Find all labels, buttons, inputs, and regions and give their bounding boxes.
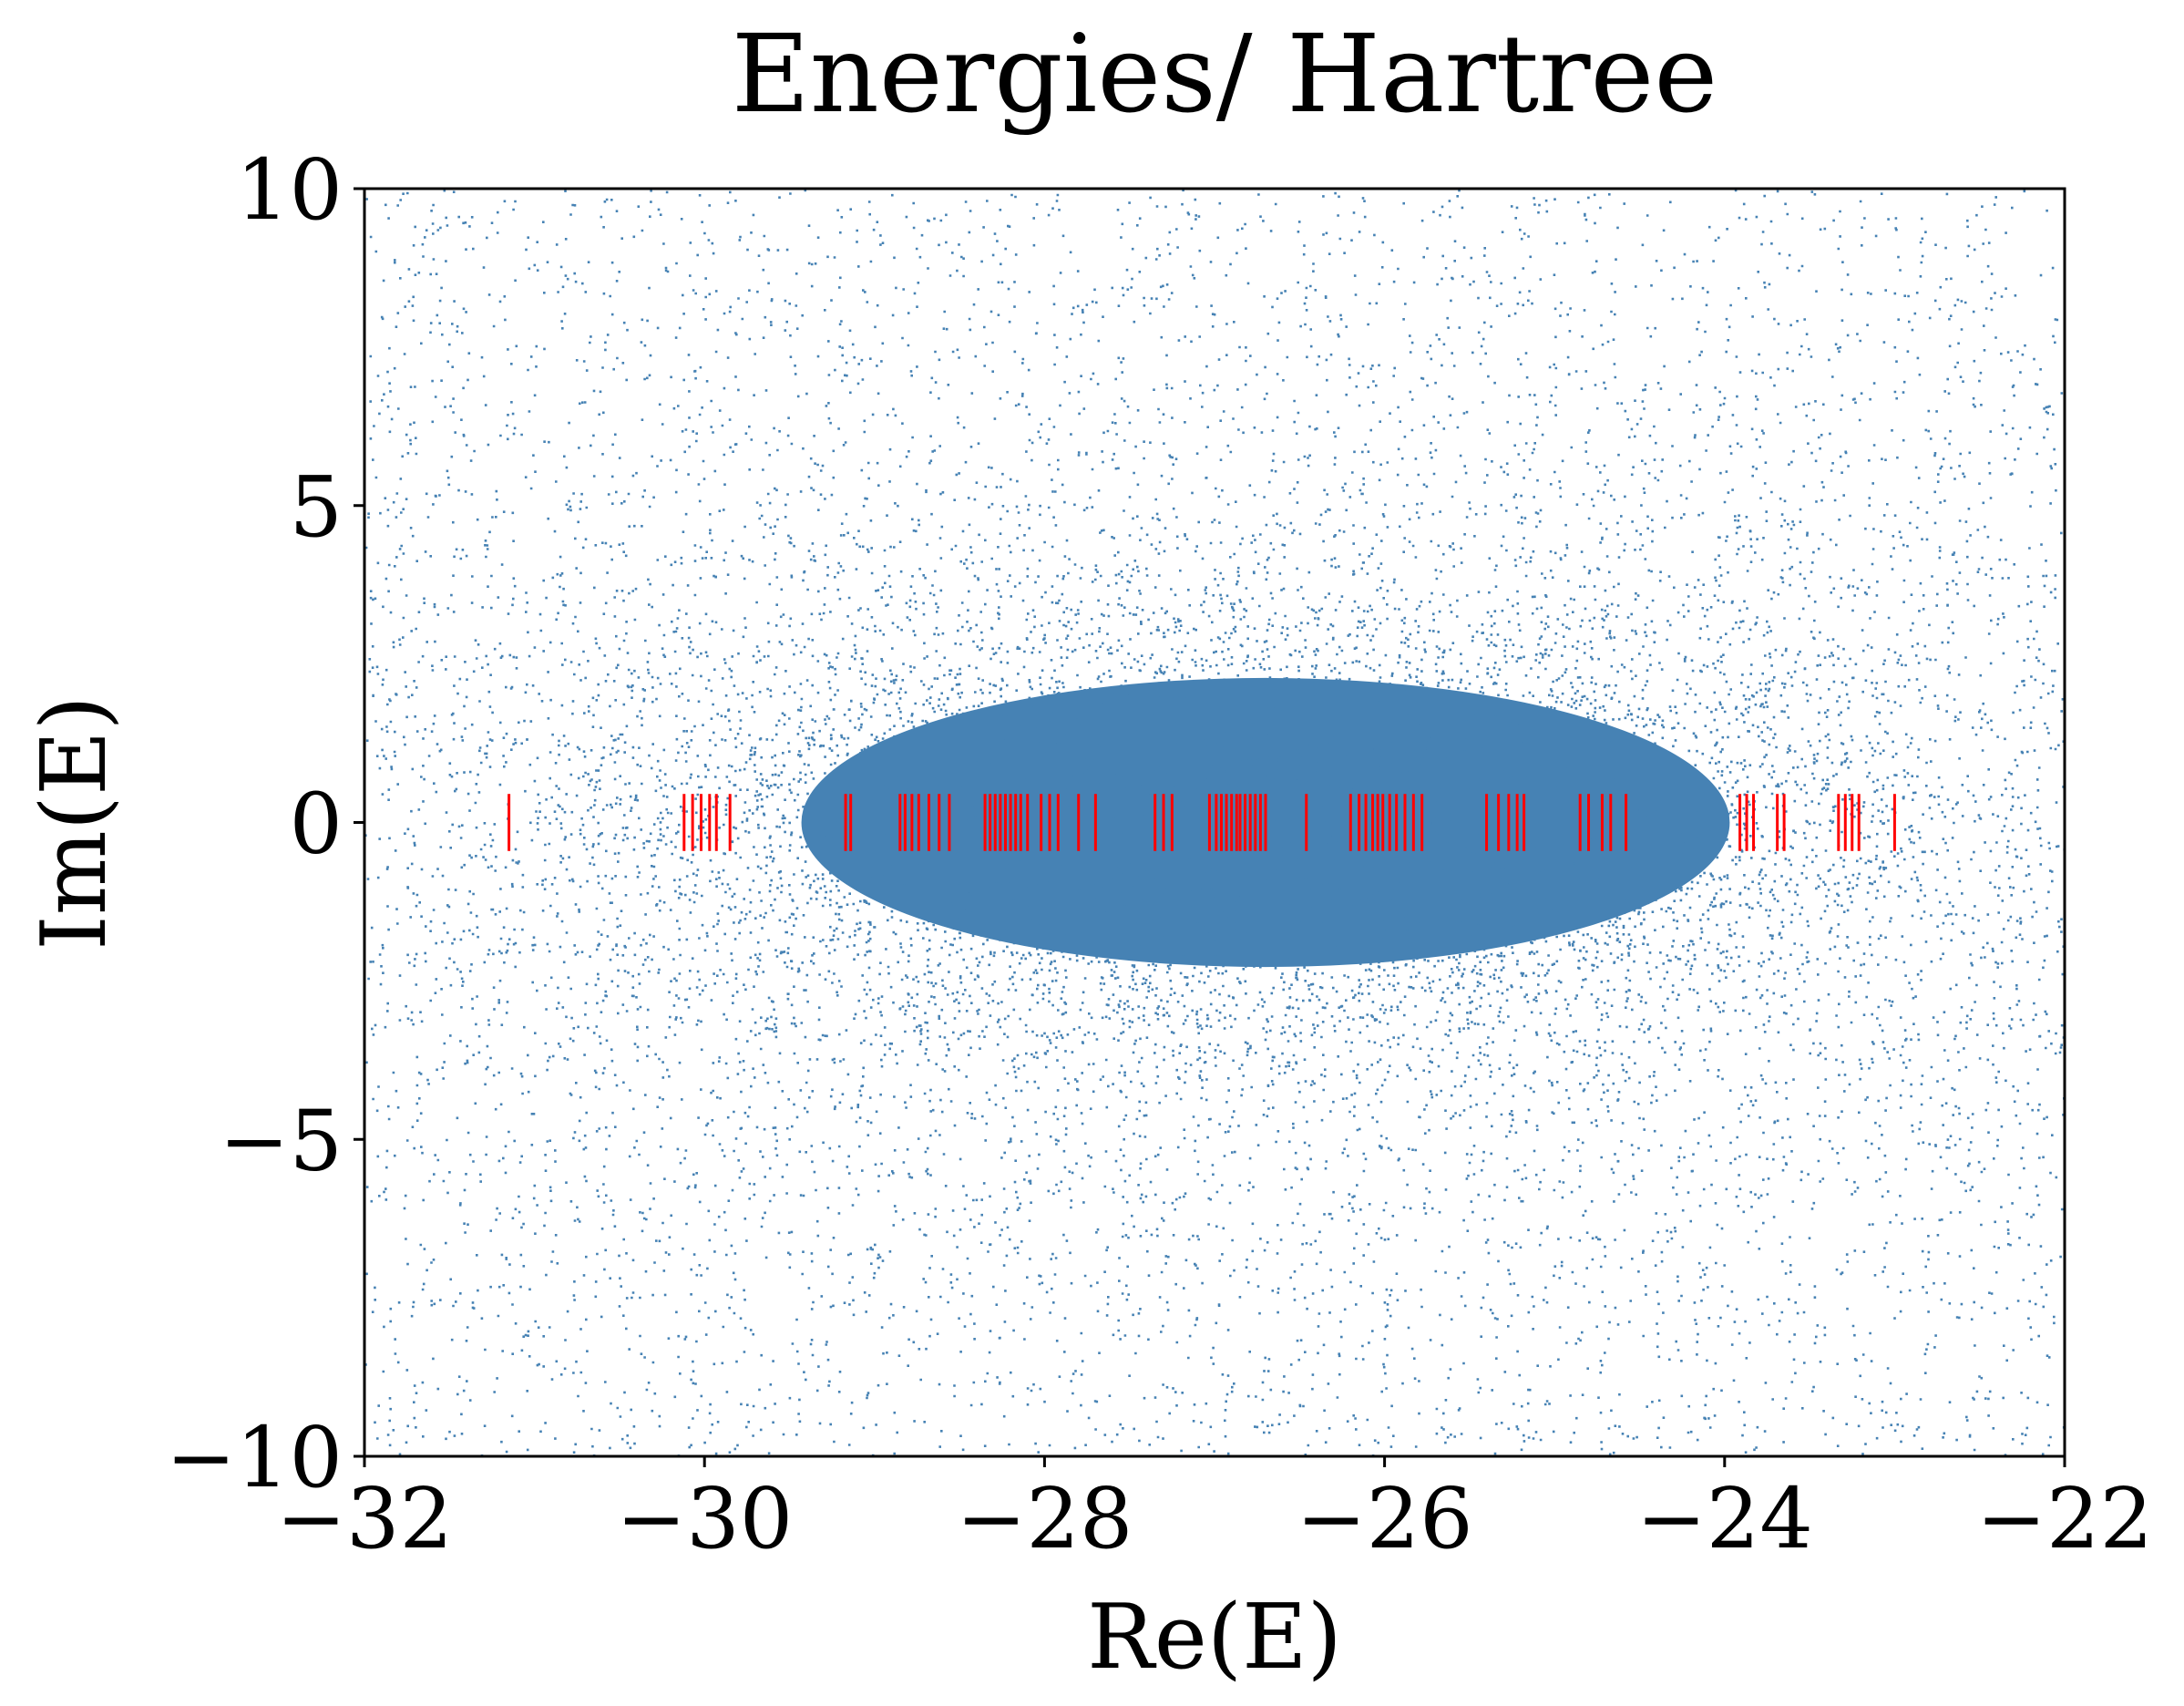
- x-tick-label: −22: [1976, 1470, 2153, 1567]
- y-tick-label: −10: [166, 1409, 343, 1506]
- x-tick-label: −32: [276, 1470, 453, 1567]
- y-tick-label: 10: [236, 141, 343, 239]
- y-axis-label: Im(E): [23, 695, 127, 951]
- x-tick-label: −30: [616, 1470, 793, 1567]
- y-axis: −10 −5 0 5 10: [166, 141, 364, 1506]
- scatter-points: [364, 189, 2065, 1456]
- x-tick-label: −28: [956, 1470, 1133, 1567]
- y-tick-label: 5: [289, 458, 343, 556]
- y-tick-label: 0: [289, 776, 343, 873]
- x-axis: −32 −30 −28 −26 −24 −22: [276, 1456, 2153, 1567]
- x-tick-label: −26: [1297, 1470, 1473, 1567]
- energy-marks-layer: [508, 794, 1896, 851]
- chart-title: Energies/ Hartree: [732, 11, 1717, 137]
- x-tick-label: −24: [1636, 1470, 1813, 1567]
- y-tick-label: −5: [219, 1092, 343, 1189]
- x-axis-label: Re(E): [1087, 1586, 1342, 1690]
